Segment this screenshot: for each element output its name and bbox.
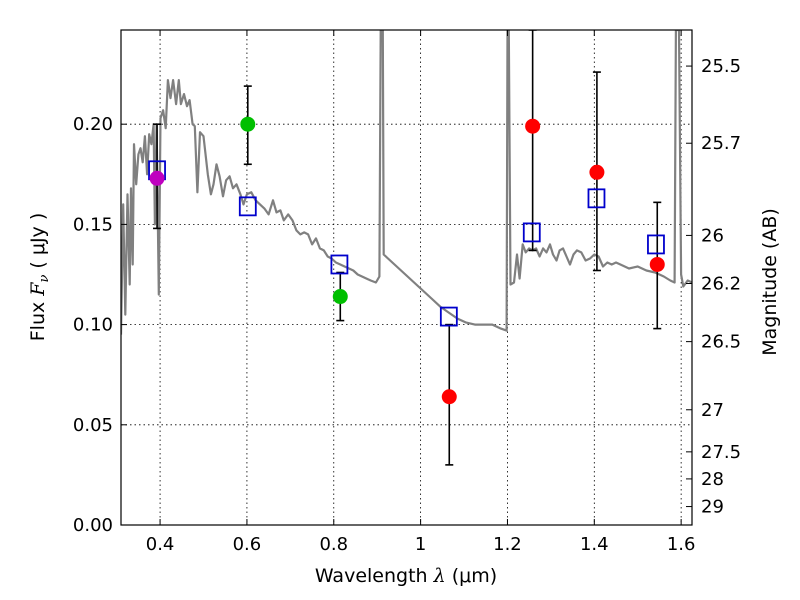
x-tick-label: 0.4: [146, 534, 175, 555]
y2-tick-label: 26: [701, 225, 724, 246]
model-band-square: [439, 306, 458, 327]
y2-tick-label: 25.5: [701, 56, 741, 77]
x-tick-label: 1.2: [493, 534, 522, 555]
y2-tick-label: 28: [701, 469, 724, 490]
x-tick-label: 1: [415, 534, 426, 555]
y2-axis-label: Magnitude (AB): [759, 208, 781, 356]
observed-point: [589, 164, 605, 180]
model-band-square: [330, 254, 349, 275]
y-tick-label: 0.20: [73, 114, 113, 135]
plot-frame: [120, 29, 693, 526]
y2-tick-label: 26.5: [701, 332, 741, 353]
model-band-square: [587, 188, 606, 209]
observed-point: [332, 289, 348, 305]
y2-tick-label: 25.7: [701, 133, 741, 154]
y2-tick-label: 27: [701, 400, 724, 421]
observed-point: [525, 118, 541, 134]
x-tick-label: 1.6: [667, 534, 696, 555]
y-tick-label: 0.00: [73, 515, 113, 536]
x-axis-label: Wavelength λ (μm): [315, 565, 497, 587]
y2-tick-label: 27.5: [701, 442, 741, 463]
x-tick-label: 0.8: [319, 534, 348, 555]
observed-point: [649, 256, 665, 272]
x-tick-label: 1.4: [580, 534, 609, 555]
y-tick-label: 0.10: [73, 315, 113, 336]
model-band-square: [522, 222, 541, 243]
grid: [121, 30, 692, 526]
y2-tick-label: 26.2: [701, 274, 741, 295]
observed-point: [149, 170, 165, 186]
observed-point: [441, 389, 457, 405]
y-axis-left: 0.00 0.05 0.10 0.15 0.20: [73, 114, 127, 536]
observed-point: [240, 116, 256, 132]
x-tick-label: 0.6: [233, 534, 262, 555]
y2-tick-label: 29: [701, 497, 724, 518]
y-axis-right: 25.5 25.7 26 26.2 26.5 27 27.5 28 29: [686, 56, 741, 518]
model-band-square: [647, 234, 665, 255]
plot-area: [121, 30, 692, 466]
model-sed-line: [121, 30, 692, 335]
model-band-square: [238, 196, 257, 217]
y-tick-label: 0.15: [73, 214, 113, 235]
y-axis-label: Flux Fν ( μJy ): [27, 213, 52, 342]
x-axis: 0.4 0.6 0.8 1 1.2 1.4 1.6: [146, 30, 696, 555]
y-tick-label: 0.05: [73, 415, 113, 436]
